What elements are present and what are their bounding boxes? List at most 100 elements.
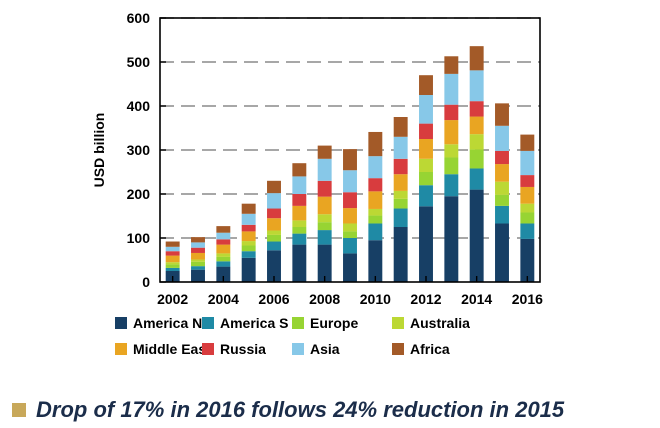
bar-2006-africa — [267, 180, 281, 194]
bar-2007-australia — [292, 220, 307, 227]
legend-label-europe: Europe — [310, 315, 358, 331]
legend-label-america-s: America S — [220, 315, 288, 331]
bar-2008-middle-east — [317, 196, 332, 215]
y-tick-label-500: 500 — [127, 54, 151, 70]
legend-swatch-america-s — [202, 317, 214, 329]
bar-2003-europe — [191, 261, 205, 267]
bar-2016-middle-east — [520, 186, 535, 204]
bar-2004-america-s — [216, 261, 231, 267]
bar-2011-europe — [393, 198, 408, 209]
axes — [159, 17, 541, 283]
legend-label-africa: Africa — [410, 341, 450, 357]
bar-2007-middle-east — [292, 205, 307, 221]
x-tick-labels: 2002 2004 2006 2008 2010 2012 2014 2016 — [157, 291, 543, 307]
y-tick-label-300: 300 — [127, 142, 151, 158]
bar-2007-america-n — [292, 244, 307, 282]
bar-2008-australia — [317, 214, 332, 223]
bar-2004-europe — [216, 256, 231, 262]
bar-2011-asia — [393, 136, 408, 159]
bar-2008-africa — [317, 145, 332, 159]
bar-2015-america-n — [495, 223, 509, 282]
bar-2009-africa — [343, 149, 357, 171]
legend-label-asia: Asia — [310, 341, 340, 357]
x-tick-label-2002: 2002 — [157, 291, 188, 307]
bar-2006-europe — [267, 234, 281, 242]
legend: America N America S Europe Australia Middle … — [115, 315, 470, 357]
bar-2011-america-s — [393, 208, 408, 227]
bar-2010-europe — [368, 215, 383, 224]
bar-2012-europe — [419, 172, 433, 186]
caption-bullet — [12, 403, 26, 417]
bar-2007-europe — [292, 227, 307, 234]
y-tick-label-0: 0 — [142, 274, 150, 290]
bar-2003-russia — [191, 247, 205, 253]
bar-2014-russia — [469, 101, 484, 117]
bar-2005-australia — [241, 241, 256, 246]
bar-2005-america-s — [241, 251, 256, 258]
bar-2013-australia — [444, 144, 459, 158]
bar-2012-australia — [419, 158, 433, 172]
bar-2009-middle-east — [343, 208, 357, 224]
bar-2009-america-n — [343, 253, 357, 282]
y-tick-labels: 0 100 200 300 400 500 600 — [127, 10, 151, 290]
bar-2005-europe — [241, 245, 256, 252]
bar-2014-australia — [469, 134, 484, 150]
bar-2012-middle-east — [419, 139, 433, 159]
bar-2003-australia — [191, 259, 205, 262]
legend-label-russia: Russia — [220, 341, 266, 357]
bar-2009-australia — [343, 223, 357, 232]
bar-2007-russia — [292, 194, 307, 206]
bar-2013-europe — [444, 157, 459, 175]
bar-2004-russia — [216, 239, 231, 245]
bar-2007-america-s — [292, 233, 307, 245]
bar-2004-africa — [216, 226, 231, 233]
legend-swatch-asia — [292, 343, 304, 355]
bar-2005-middle-east — [241, 231, 256, 242]
legend-swatch-europe — [292, 317, 304, 329]
bar-2014-europe — [469, 149, 484, 169]
bar-2002-europe — [165, 264, 180, 268]
legend-swatch-russia — [202, 343, 214, 355]
bar-2013-africa — [444, 56, 459, 74]
bar-2015-africa — [495, 103, 509, 126]
stacked-bar-chart: 0 100 200 300 400 500 600 2002 2004 2006 2008 2010… — [91, 10, 543, 357]
bar-2003-middle-east — [191, 252, 205, 260]
bar-2006-asia — [267, 193, 281, 209]
bar-2008-america-s — [317, 230, 332, 245]
x-tick-label-2016: 2016 — [512, 291, 543, 307]
legend-swatch-africa — [392, 343, 404, 355]
bar-2014-america-n — [469, 189, 484, 282]
bar-2010-australia — [368, 208, 383, 216]
bar-2006-america-n — [267, 250, 281, 282]
bar-2011-africa — [393, 117, 408, 137]
bar-2013-america-s — [444, 174, 459, 197]
bar-2016-australia — [520, 203, 535, 213]
bar-2014-america-s — [469, 168, 484, 190]
legend-swatch-middle-east — [115, 343, 127, 355]
bar-2016-europe — [520, 212, 535, 224]
bar-2007-asia — [292, 176, 307, 194]
bar-2006-america-s — [267, 241, 281, 251]
y-axis-label: USD billion — [91, 113, 107, 188]
bar-2013-asia — [444, 73, 459, 105]
bar-2003-asia — [191, 242, 205, 248]
bar-2015-america-s — [495, 205, 509, 224]
bar-2006-middle-east — [267, 218, 281, 231]
bar-2015-europe — [495, 194, 509, 206]
bar-2006-australia — [267, 230, 281, 235]
bar-2002-america-s — [165, 267, 180, 271]
bar-2015-australia — [495, 181, 509, 195]
bar-2015-middle-east — [495, 164, 509, 182]
bar-2008-europe — [317, 222, 332, 231]
y-tick-label-200: 200 — [127, 186, 151, 202]
bar-2010-america-n — [368, 240, 383, 282]
bar-2014-asia — [469, 70, 484, 102]
x-tick-label-2006: 2006 — [258, 291, 289, 307]
bar-2004-middle-east — [216, 244, 231, 254]
bar-2009-russia — [343, 192, 357, 209]
bar-2010-middle-east — [368, 191, 383, 209]
legend-label-america-n: America N — [133, 315, 202, 331]
bar-2002-australia — [165, 262, 180, 265]
bar-2009-asia — [343, 170, 357, 193]
bar-2011-russia — [393, 158, 408, 175]
